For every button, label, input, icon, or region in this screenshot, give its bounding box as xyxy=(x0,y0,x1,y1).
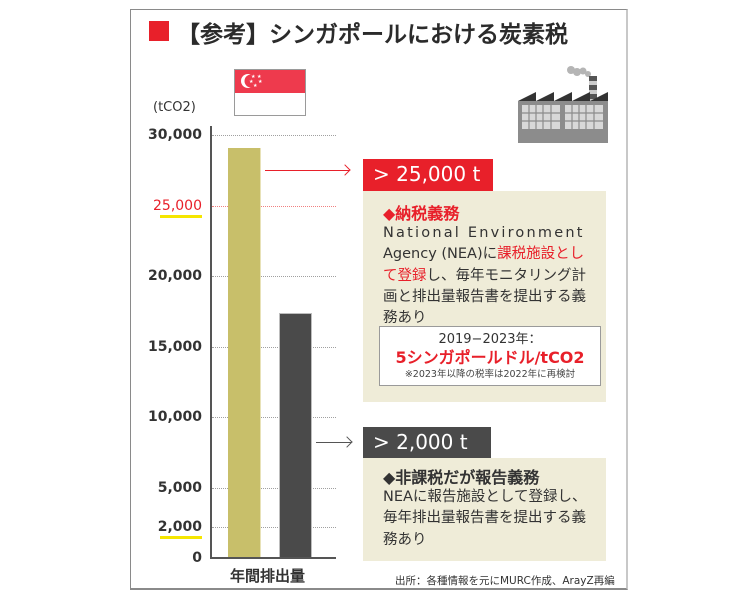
gridline-2000 xyxy=(212,527,336,528)
y-axis-unit: (tCO2) xyxy=(153,100,196,115)
x-axis xyxy=(210,557,336,559)
gridline-15000 xyxy=(212,347,336,348)
arrow-to-taxable xyxy=(265,170,349,171)
reporting-heading: ◆非課税だが報告義務 xyxy=(383,468,540,487)
tax-rate-box: 2019−2023年： 5シンガポールドル/tCO2 ※2023年以降の税率は2… xyxy=(379,326,601,386)
source-note: 出所：各種情報を元にMURC作成、ArayZ再編 xyxy=(395,575,615,587)
figure-title: 【参考】シンガポールにおける炭素税 xyxy=(177,22,568,48)
y-tick-25000: 25,000 xyxy=(140,198,202,218)
tax-rate-value: 5シンガポールドル/tCO2 xyxy=(395,348,585,367)
svg-text:★: ★ xyxy=(257,74,262,80)
factory-icon xyxy=(518,66,608,143)
y-tick-0: 0 xyxy=(192,550,202,566)
svg-text:★: ★ xyxy=(258,79,263,85)
arrow-to-reporting xyxy=(316,442,351,443)
taxable-emphasis: 課税施設として登録 xyxy=(383,246,585,284)
svg-text:★: ★ xyxy=(249,79,254,85)
y-tick-20000: 20,000 xyxy=(147,268,202,284)
title-marker-square xyxy=(149,21,169,41)
taxable-description: National Environment Agency (NEA)に課税施設とし… xyxy=(383,225,586,327)
y-tick-10000: 10,000 xyxy=(147,409,202,425)
gridline-25000 xyxy=(212,206,336,207)
tax-rate-period: 2019−2023年： xyxy=(438,332,542,347)
threshold-tag-2000: > 2,000 t xyxy=(363,427,491,458)
singapore-flag-icon: ★ ★ ★ ★ ★ xyxy=(234,69,306,116)
y-axis xyxy=(210,126,212,559)
y-tick-15000: 15,000 xyxy=(147,339,202,355)
tax-rate-note: ※2023年以降の税率は2022年に再検討 xyxy=(404,369,576,380)
gridline-20000 xyxy=(212,276,336,277)
taxable-info-box: ◆納税義務 National Environment Agency (NEA)に… xyxy=(363,191,606,402)
gridline-10000 xyxy=(212,417,336,418)
figure-frame xyxy=(130,9,628,590)
y-tick-5000: 5,000 xyxy=(157,480,202,496)
bar-reporting-facility xyxy=(279,313,312,558)
crescent-stars-icon: ★ ★ ★ ★ ★ xyxy=(241,74,263,89)
threshold-tag-25000: > 25,000 t xyxy=(363,159,493,191)
bar-taxable-facility xyxy=(228,148,261,558)
y-tick-30000: 30,000 xyxy=(147,127,202,143)
svg-text:★: ★ xyxy=(251,74,256,80)
taxable-heading: ◆納税義務 xyxy=(383,204,460,223)
gridline-30000 xyxy=(212,135,336,136)
gridline-5000 xyxy=(212,488,336,489)
reporting-info-box: ◆非課税だが報告義務 NEAに報告施設として登録し、毎年排出量報告書を提出する義… xyxy=(363,458,606,561)
x-axis-label: 年間排出量 xyxy=(230,567,306,585)
reporting-description: NEAに報告施設として登録し、毎年排出量報告書を提出する義務あり xyxy=(383,489,587,548)
y-tick-2000: 2,000 xyxy=(140,519,202,539)
svg-text:★: ★ xyxy=(253,83,258,89)
